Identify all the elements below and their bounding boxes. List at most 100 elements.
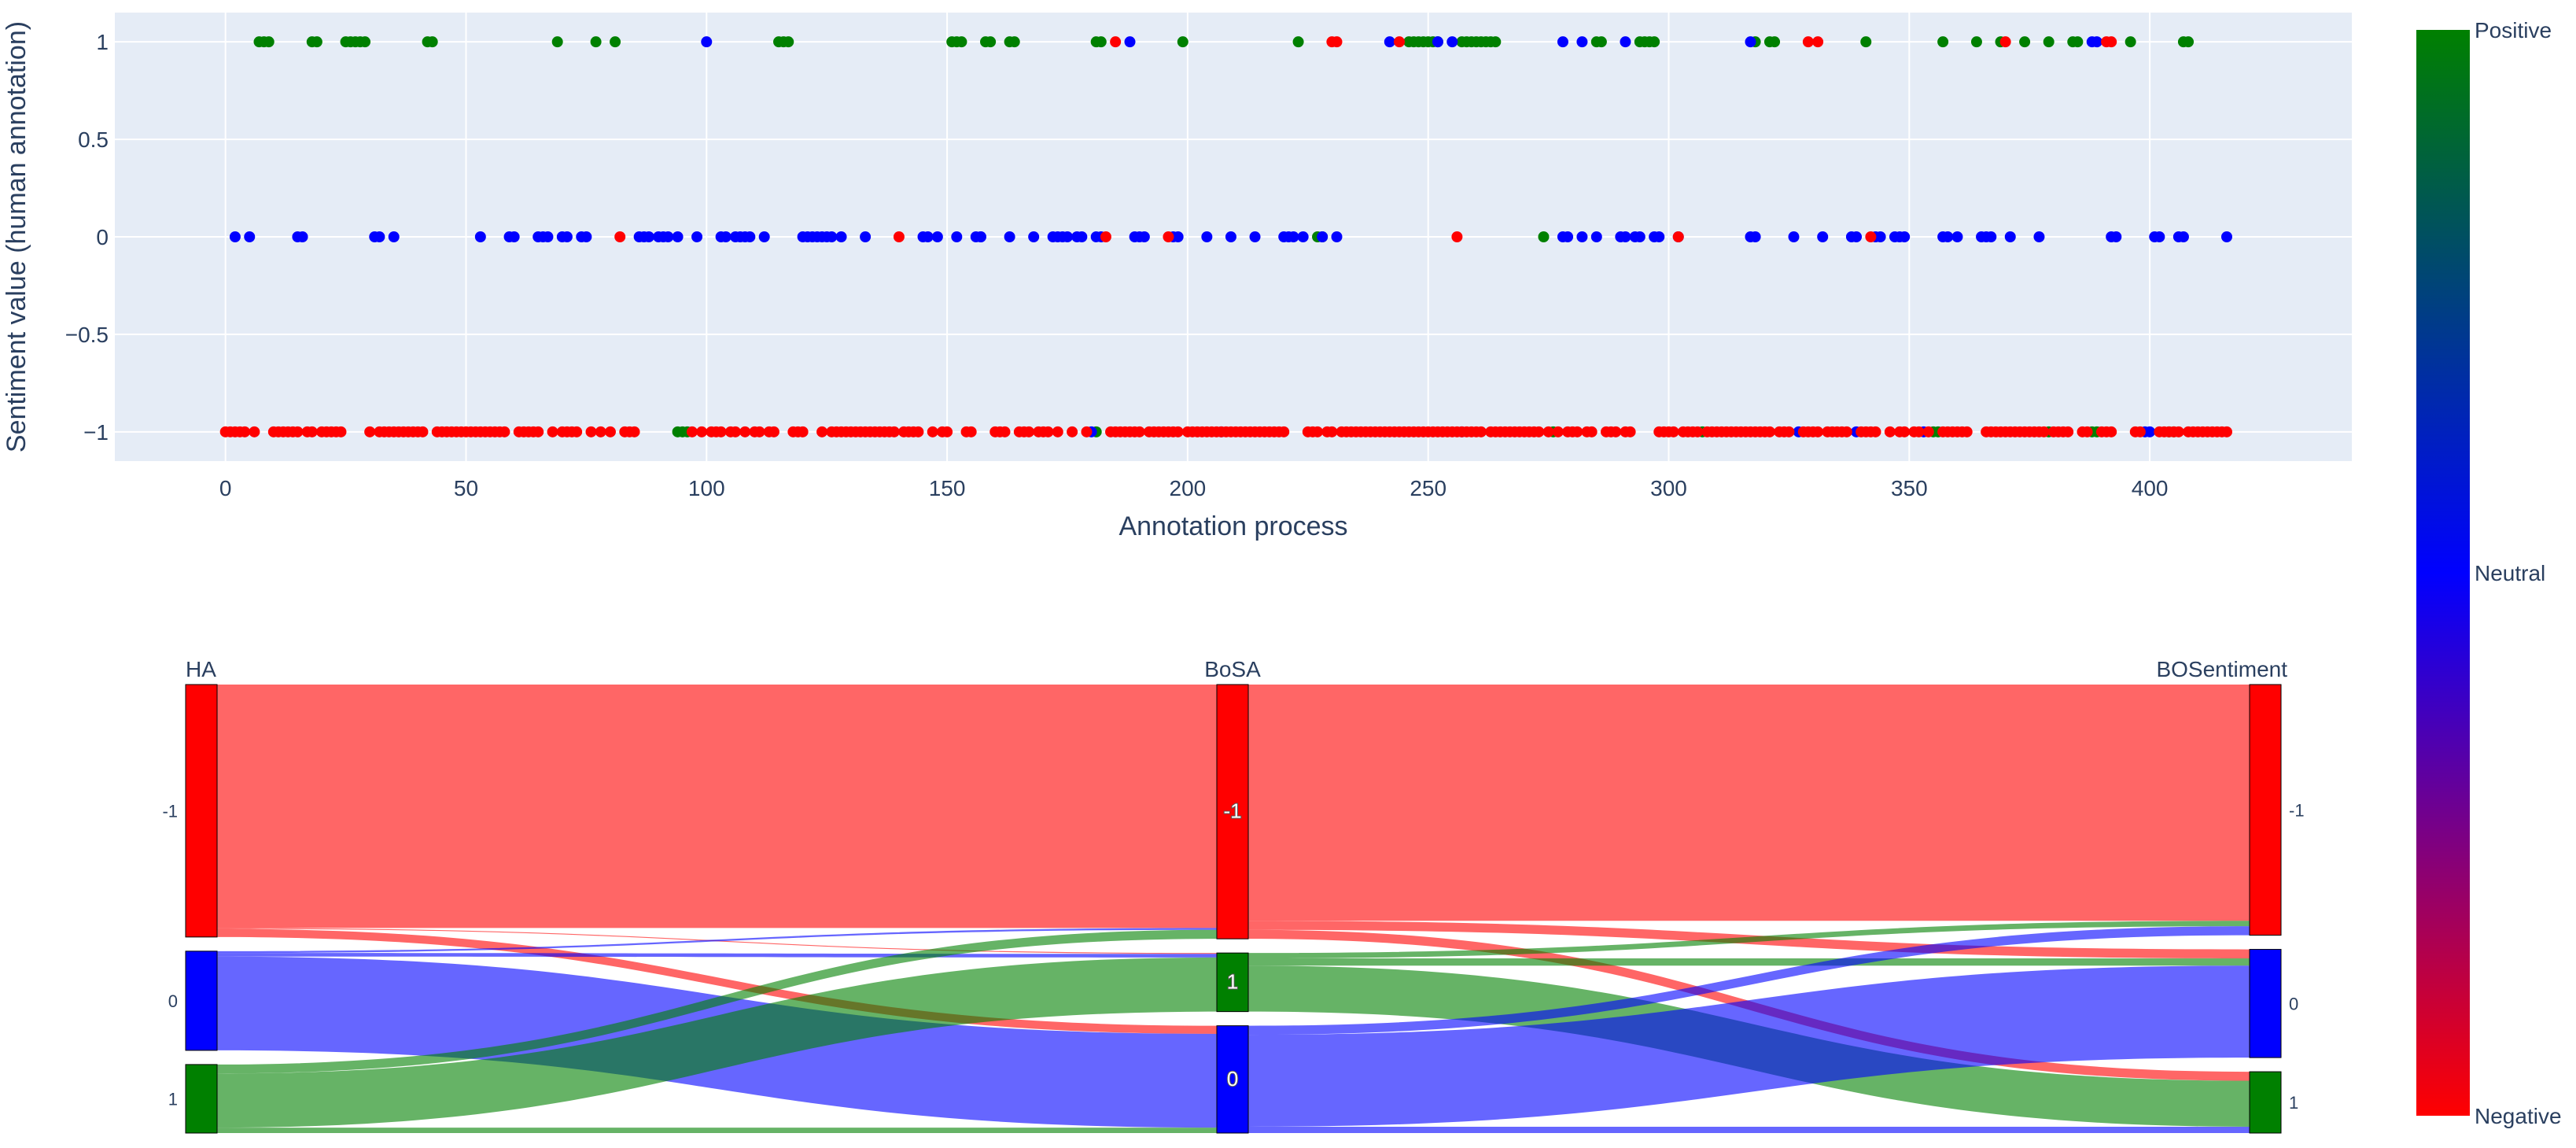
sankey-link-BoSA_0-to-BOS_0[interactable] [1248,965,2250,1127]
scatter-point-negative [1163,231,1174,242]
scatter-plot: 0 50 100 150 200 250 300 350 400 −1 −0.5 0 0.5 1 Ann… [2,13,2352,541]
scatter-point-negative [1692,426,1704,437]
scatter-point-positive [1095,36,1107,48]
scatter-point-negative [604,426,616,437]
sankey-node-label: 1 [1227,969,1238,993]
scatter-point-neutral [922,231,934,242]
y-tick-label: 1 [96,30,109,54]
scatter-point-positive [590,36,602,48]
scatter-point-negative [686,426,698,437]
x-tick-label: 0 [219,476,232,500]
scatter-point-neutral [1951,231,1963,242]
scatter-point-negative [999,426,1011,437]
scatter-point-neutral [1446,36,1458,48]
scatter-point-neutral [835,231,847,242]
sankey-link-BoSA_1-to-BOS_-1[interactable] [1248,921,2250,959]
scatter-point-negative [417,426,429,437]
sankey-node-BOS_1[interactable] [2249,1071,2282,1134]
scatter-point-neutral [1942,231,1954,242]
sankey-node-BOS_-1[interactable] [2249,684,2282,936]
scatter-point-negative [1884,426,1896,437]
scatter-point-positive [2019,36,2031,48]
sankey-node-HA_1[interactable] [185,1064,218,1134]
scatter-point-neutral [1562,231,1574,242]
colorbar-label-positive: Positive [2475,18,2552,42]
scatter-point-neutral [1749,231,1761,242]
scatter-point-negative [1812,36,1824,48]
sankey-link-HA_0-to-BoSA_-1[interactable] [217,928,1217,954]
scatter-point-positive [2183,36,2195,48]
sankey-node-BoSA_-1[interactable] [1216,684,1249,939]
scatter-points [219,36,2232,437]
scatter-point-negative [1802,36,1814,48]
sankey-link-HA_1-to-BoSA_1[interactable] [217,957,1217,1128]
sankey-link-HA_-1-to-BoSA_-1[interactable] [217,685,1217,928]
scatter-point-neutral [1620,231,1631,242]
scatter-point-positive [1490,36,1502,48]
sankey-node-BoSA_1[interactable] [1216,952,1249,1013]
scatter-point-negative [965,426,977,437]
scatter-point-neutral [1817,231,1829,242]
sankey-link-BoSA_1-to-BOS_0[interactable] [1248,958,2250,966]
scatter-point-positive [2072,36,2084,48]
sankey-link-HA_-1-to-BoSA_0[interactable] [217,928,1217,1034]
scatter-point-neutral [2110,231,2122,242]
scatter-point-negative [533,426,544,437]
scatter-point-positive [1177,36,1188,48]
scatter-point-neutral [374,231,385,242]
sankey-node-HA_-1[interactable] [185,684,218,938]
sankey-link-HA_1-to-BoSA_-1[interactable] [217,929,1217,1074]
y-tick-label: 0.5 [78,127,109,152]
colorbar: Positive Neutral Negative [2416,18,2562,1128]
scatter-point-negative [2062,426,2074,437]
scatter-point-neutral [1028,231,1040,242]
scatter-point-negative [2081,426,2093,437]
scatter-point-positive [956,36,967,48]
scatter-point-neutral [1432,36,1443,48]
scatter-point-neutral [1249,231,1261,242]
y-axis-title: Sentiment value (human annotation) [2,21,31,452]
x-tick-label: 250 [1410,476,1446,500]
scatter-point-negative [1023,426,1035,437]
scatter-point-neutral [1985,231,1997,242]
scatter-point-neutral [297,231,308,242]
sankey-link-HA_1-to-BoSA_0[interactable] [217,1128,1217,1133]
scatter-point-negative [1542,426,1554,437]
x-tick-label: 100 [688,476,725,500]
sankey-node-label: 0 [2289,994,2298,1013]
scatter-point-negative [1533,426,1545,437]
scatter-point-negative [595,426,606,437]
scatter-point-negative [1763,426,1775,437]
scatter-point-negative [2172,426,2184,437]
scatter-point-negative [1326,426,1338,437]
scatter-point-negative [1133,426,1145,437]
scatter-point-neutral [662,231,674,242]
sankey-node-label: 0 [1227,1067,1238,1091]
scatter-point-neutral [1076,231,1088,242]
sankey-link-HA_0-to-BoSA_1[interactable] [217,953,1217,958]
scatter-point-neutral [691,231,703,242]
scatter-point-neutral [1851,231,1863,242]
scatter-point-negative [912,426,924,437]
scatter-point-negative [1100,231,1111,242]
scatter-point-negative [292,426,304,437]
scatter-point-neutral [720,231,732,242]
scatter-point-positive [1008,36,1020,48]
scatter-point-negative [754,426,765,437]
y-tick-labels: −1 −0.5 0 0.5 1 [65,30,109,445]
sankey-node-BoSA_0[interactable] [1216,1025,1249,1134]
scatter-point-positive [551,36,563,48]
sankey-node-label: 0 [168,991,178,1011]
sankey-link-BoSA_-1-to-BOS_-1[interactable] [1248,685,2250,921]
sankey-link-BoSA_0-to-BOS_-1[interactable] [1248,926,2250,1035]
scatter-point-negative [816,426,828,437]
sankey-node-HA_0[interactable] [185,951,218,1051]
scatter-point-negative [1052,426,1063,437]
sankey-node-BOS_0[interactable] [2249,949,2282,1058]
sankey-link-BoSA_0-to-BOS_1[interactable] [1248,1126,2250,1133]
sankey-node-label: 1 [2289,1093,2298,1113]
scatter-point-negative [797,426,809,437]
sankey-column-title-bosa: BoSA [1204,657,1261,681]
scatter-point-neutral [542,231,554,242]
scatter-point-negative [2106,426,2117,437]
